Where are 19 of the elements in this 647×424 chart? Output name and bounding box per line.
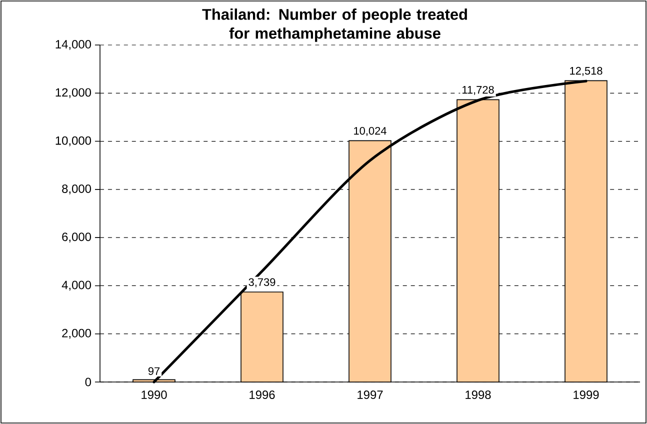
x-tick-label: 1998 (466, 390, 491, 399)
data-label: 3,739 (248, 278, 276, 288)
x-tick-label: 1999 (574, 390, 599, 399)
y-tick-label: 2,000 (62, 328, 92, 339)
y-tick-label: 6,000 (62, 232, 92, 243)
x-tick-label: 1996 (250, 390, 275, 399)
data-label: 11,728 (462, 86, 494, 95)
y-tick-label: 8,000 (62, 184, 92, 194)
data-label: 12,518 (570, 66, 602, 76)
chart-title: Thailand: Number of people treated for methamphetamine abuse (202, 8, 467, 42)
data-label: 97 (148, 367, 160, 375)
y-tick-label: 14,000 (56, 40, 92, 50)
y-tick-label: 0 (85, 378, 92, 386)
data-label: 10,024 (354, 126, 386, 136)
x-tick-label: 1997 (358, 390, 383, 399)
y-tick-label: 4,000 (62, 280, 92, 291)
y-tick-label: 10,000 (56, 136, 92, 146)
y-tick-label: 12,000 (56, 88, 92, 98)
x-tick-label: 1990 (142, 390, 167, 399)
